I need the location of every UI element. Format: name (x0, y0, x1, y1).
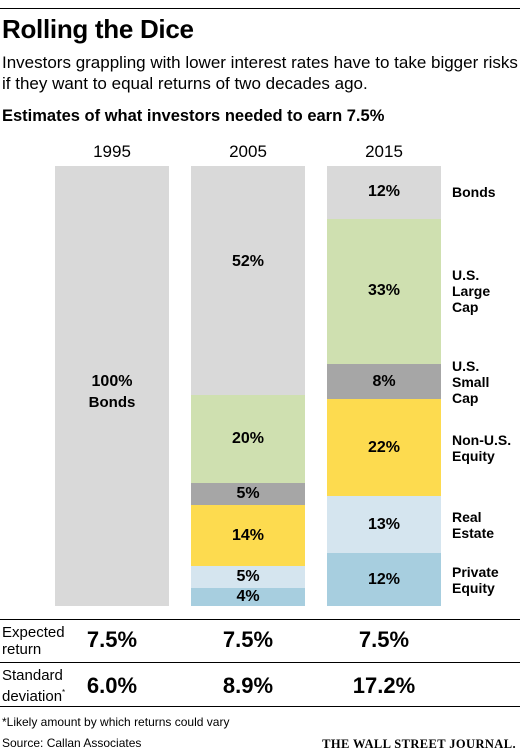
divider-footer (0, 706, 520, 707)
segment-bonds-2015 (327, 166, 441, 219)
top-rule (0, 0, 520, 9)
value-label: 13% (367, 515, 401, 533)
source: Source: Callan Associates (2, 736, 142, 750)
segment-private-equity-2015 (327, 553, 441, 606)
value-label: 5% (236, 568, 260, 586)
std-dev-label: Standard deviation* (2, 667, 65, 705)
segment-real-estate-2005 (191, 566, 305, 589)
value-label: 20% (231, 429, 265, 447)
value-label: 33% (367, 282, 401, 300)
legend-non-u-s-equity: Non-U.S. Equity (452, 431, 512, 464)
segment-non-u-s-equity-2005 (191, 504, 305, 567)
value-label: 12% (367, 570, 401, 588)
value-label: 22% (367, 438, 401, 456)
segment-bonds-1995 (55, 166, 169, 606)
bar-2015: 12% 33% 8% 22% 13% 12% (327, 166, 441, 606)
footnote: *Likely amount by which returns could va… (2, 715, 230, 729)
value-label: 4% (236, 588, 260, 606)
std-value-1995: 6.0% (86, 673, 138, 698)
value-label: 100% (91, 372, 133, 390)
std-dev-label-text: Standard deviation (2, 667, 63, 705)
chart-title: Estimates of what investors needed to ea… (2, 107, 385, 125)
bar-1995: 100% Bonds (55, 166, 169, 606)
value-label: 12% (367, 183, 401, 201)
bar-2005: 52% 20% 5% 14% 5% 4% (191, 166, 305, 606)
publisher-logo: THE WALL STREET JOURNAL. (322, 737, 516, 751)
legend-private-equity: Private Equity (452, 563, 499, 596)
std-dev-marker: * (62, 688, 66, 697)
bonds-word-1995: Bonds (88, 393, 136, 411)
expected-value-2015: 7.5% (358, 627, 410, 652)
legend-bonds: Bonds (452, 184, 496, 201)
value-label: 8% (372, 372, 396, 390)
std-value-2015: 17.2% (352, 673, 416, 698)
expected-return-label: Expected return (2, 624, 65, 658)
segment-non-u-s-equity-2015 (327, 399, 441, 496)
expected-return-label-text: Expected return (2, 624, 65, 658)
segment-u-s-small-cap-2005 (191, 482, 305, 505)
value-label: 52% (231, 253, 265, 271)
subtitle: Investors grappling with lower interest … (2, 53, 518, 93)
legend-u-s-small-cap: U.S. Small Cap (452, 357, 490, 406)
expected-value-2005: 7.5% (222, 627, 274, 652)
segment-u-s-large-cap-2015 (327, 218, 441, 364)
segment-real-estate-2015 (327, 496, 441, 554)
year-label-1995: 1995 (93, 142, 131, 161)
std-value-2005: 8.9% (222, 673, 274, 698)
value-label: 5% (236, 484, 260, 502)
segment-bonds-2005 (191, 166, 305, 395)
value-label: 14% (231, 526, 265, 544)
legend-real-estate: Real Estate (452, 508, 495, 541)
segment-u-s-small-cap-2015 (327, 364, 441, 400)
year-label-2005: 2005 (229, 142, 267, 161)
expected-value-1995: 7.5% (86, 627, 138, 652)
divider-expected (0, 619, 520, 620)
divider-std (0, 662, 520, 663)
page-title: Rolling the Dice (2, 14, 194, 44)
year-label-2015: 2015 (365, 142, 403, 161)
segment-u-s-large-cap-2005 (191, 394, 305, 483)
segment-private-equity-2005 (191, 588, 305, 606)
legend-u-s-large-cap: U.S. Large Cap (452, 267, 491, 316)
